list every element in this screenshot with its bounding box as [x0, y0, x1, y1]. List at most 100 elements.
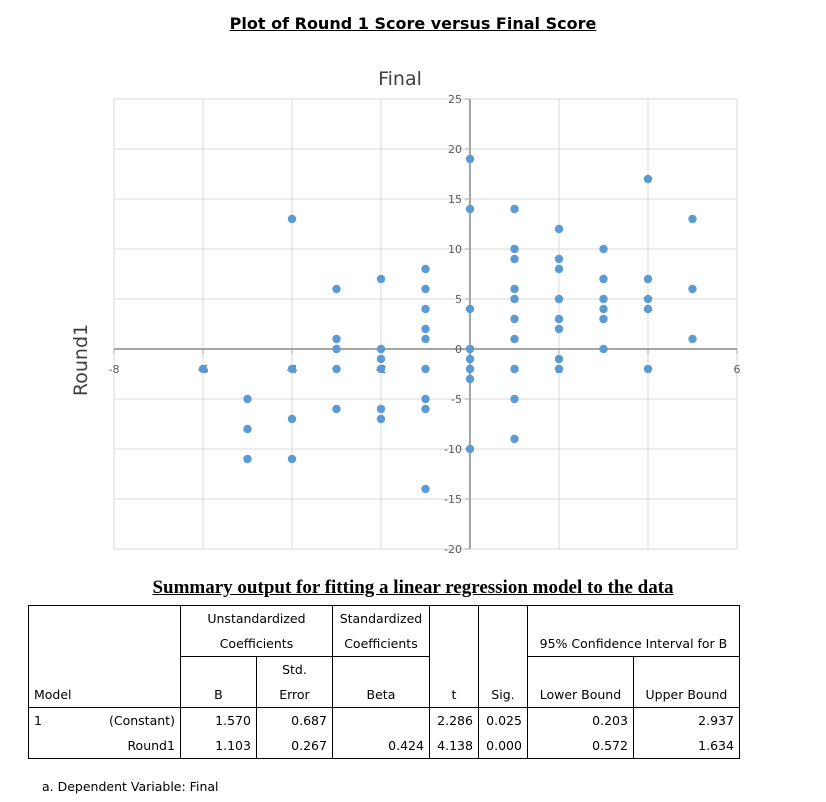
data-point — [332, 404, 341, 414]
data-point — [643, 294, 653, 304]
chart-title: Final — [378, 68, 422, 90]
header-empty — [428, 656, 479, 682]
data-point — [465, 354, 475, 364]
y-tick-label: 0 — [455, 343, 462, 356]
footnote: a. Dependent Variable: Final — [42, 779, 219, 794]
data-point — [421, 484, 430, 494]
x-tick-label: 6 — [734, 363, 741, 376]
header-upper: Upper Bound — [632, 682, 740, 708]
corner-cell — [104, 656, 181, 682]
data-point — [465, 374, 475, 384]
header-empty — [526, 656, 634, 682]
data-point — [599, 304, 608, 314]
header-ci: 95% Confidence Interval for B — [526, 631, 740, 657]
data-point — [554, 294, 564, 304]
header-empty — [331, 656, 430, 682]
header-lower: Lower Bound — [526, 682, 634, 708]
data-point — [599, 244, 608, 254]
data-point — [599, 344, 608, 354]
header-empty — [428, 605, 479, 631]
cell-t: 2.286 — [428, 707, 479, 733]
header-t: t — [428, 682, 479, 708]
header-std: Std. — [255, 656, 333, 682]
data-point — [554, 224, 564, 234]
corner-cell — [104, 605, 181, 631]
data-point — [554, 324, 564, 334]
data-point — [599, 314, 608, 324]
y-tick-label: 15 — [448, 193, 462, 206]
section-title: Summary output for fitting a linear regr… — [152, 577, 674, 598]
data-point — [554, 354, 564, 364]
data-point — [376, 414, 386, 424]
data-point — [376, 364, 386, 374]
cell-lower: 0.572 — [526, 733, 634, 759]
data-point — [198, 364, 208, 374]
data-point — [421, 264, 430, 274]
data-point — [643, 174, 653, 184]
data-point — [465, 444, 475, 454]
y-tick-label: -15 — [444, 493, 462, 506]
cell-upper: 2.937 — [632, 707, 740, 733]
y-tick-label: 5 — [455, 293, 462, 306]
axes — [113, 98, 738, 550]
data-point — [332, 284, 341, 294]
data-point — [688, 284, 697, 294]
model-number: 1 — [28, 707, 104, 733]
data-points — [198, 154, 697, 494]
header-empty — [477, 656, 528, 682]
header-empty — [526, 605, 740, 631]
y-tick-label: -5 — [451, 393, 462, 406]
header-std-coefficients: Coefficients — [331, 631, 430, 657]
data-point — [376, 274, 386, 284]
data-point — [643, 274, 653, 284]
corner-cell — [28, 631, 104, 657]
data-point — [554, 264, 564, 274]
corner-cell — [104, 631, 181, 657]
data-point — [243, 424, 252, 434]
x-tick-label: -8 — [109, 363, 120, 376]
header-unstandardized: Unstandardized — [180, 605, 333, 631]
header-empty — [180, 656, 257, 682]
data-point — [243, 394, 252, 404]
data-point — [510, 314, 519, 324]
y-tick-label: 10 — [448, 243, 462, 256]
data-point — [376, 404, 386, 414]
header-error: Error — [255, 682, 333, 708]
data-point — [510, 294, 519, 304]
data-point — [287, 454, 297, 464]
data-point — [421, 364, 430, 374]
y-axis-label: Round1 — [70, 324, 92, 396]
data-point — [465, 344, 475, 354]
data-point — [465, 154, 475, 164]
data-point — [554, 364, 564, 374]
data-point — [421, 324, 430, 334]
data-point — [332, 344, 341, 354]
header-beta: Beta — [331, 682, 430, 708]
data-point — [465, 204, 475, 214]
cell-b: 1.570 — [215, 713, 251, 728]
header-sig: Sig. — [477, 682, 528, 708]
table-row: Round1 1.103 0.267 0.424 4.138 0.000 0.5… — [28, 733, 740, 759]
cell-beta — [331, 707, 430, 733]
header-empty — [477, 631, 528, 657]
data-point — [643, 304, 653, 314]
data-point — [421, 394, 430, 404]
data-point — [332, 334, 341, 344]
header-empty — [428, 631, 479, 657]
data-point — [421, 304, 430, 314]
data-point — [287, 414, 297, 424]
header-empty — [477, 605, 528, 631]
page-title: Plot of Round 1 Score versus Final Score — [229, 14, 597, 33]
cell-se: 0.267 — [255, 733, 333, 759]
y-tick-label: -10 — [444, 443, 462, 456]
data-point — [688, 334, 697, 344]
cell-upper: 1.634 — [632, 733, 740, 759]
data-point — [554, 314, 564, 324]
table-row: 1 (Constant) 1.570 0.687 2.286 0.025 0.2… — [28, 707, 740, 733]
corner-cell — [104, 682, 181, 708]
data-point — [510, 364, 519, 374]
data-point — [510, 244, 519, 254]
cell-beta: 0.424 — [331, 733, 430, 759]
y-tick-label: -20 — [444, 543, 462, 556]
data-point — [376, 354, 386, 364]
